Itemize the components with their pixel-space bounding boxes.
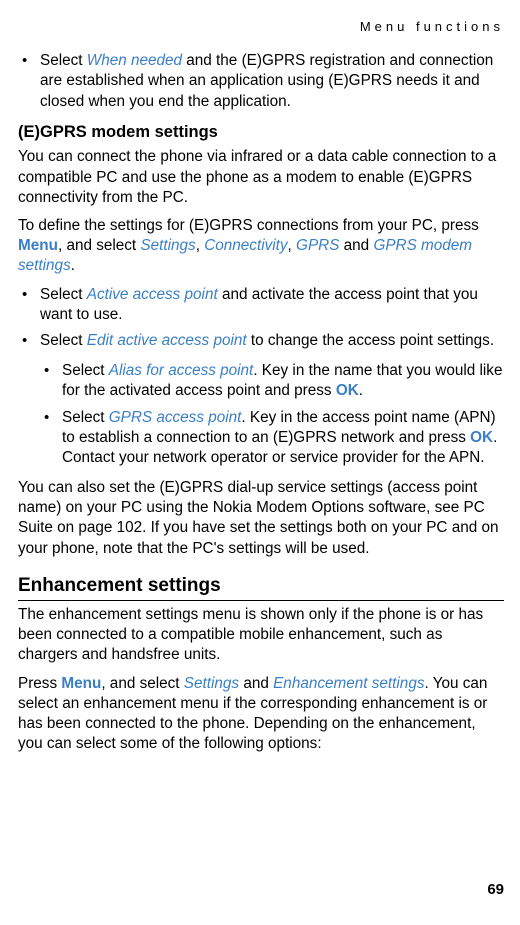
list-item: Select When needed and the (E)GPRS regis… <box>18 51 504 112</box>
link-edit-active-access-point: Edit active access point <box>87 332 247 349</box>
ok-label: OK <box>470 429 493 446</box>
page-header: Menu functions <box>18 18 504 35</box>
link-active-access-point: Active access point <box>87 286 218 303</box>
link-gprs: GPRS <box>296 237 339 254</box>
text: Select <box>40 286 83 303</box>
paragraph: You can connect the phone via infrared o… <box>18 147 504 208</box>
text: To define the settings for (E)GPRS conne… <box>18 217 479 234</box>
bullet-list-nested: Select Alias for access point. Key in th… <box>18 361 504 468</box>
paragraph: The enhancement settings menu is shown o… <box>18 605 504 666</box>
paragraph: Press Menu, and select Settings and Enha… <box>18 674 504 755</box>
paragraph: To define the settings for (E)GPRS conne… <box>18 216 504 277</box>
ok-label: OK <box>336 382 359 399</box>
text: , <box>196 237 205 254</box>
list-item: Select Alias for access point. Key in th… <box>40 361 504 401</box>
link-enhancement-settings: Enhancement settings <box>273 675 424 692</box>
text: Select <box>62 362 105 379</box>
bullet-list-access-point: Select Active access point and activate … <box>18 285 504 352</box>
text: , <box>288 237 297 254</box>
text: Select <box>62 409 105 426</box>
text: . <box>71 257 75 274</box>
text: Select <box>40 52 83 69</box>
text: , and select <box>58 237 140 254</box>
link-alias-access-point: Alias for access point <box>109 362 254 379</box>
link-settings: Settings <box>184 675 239 692</box>
section-modem-settings: (E)GPRS modem settings <box>18 122 504 144</box>
link-connectivity: Connectivity <box>204 237 287 254</box>
bullet-list-when-needed: Select When needed and the (E)GPRS regis… <box>18 51 504 112</box>
text: and <box>339 237 373 254</box>
menu-label: Menu <box>18 237 58 254</box>
text: to change the access point settings. <box>247 332 494 349</box>
link-when-needed: When needed <box>87 52 182 69</box>
list-item: Select GPRS access point. Key in the acc… <box>40 408 504 469</box>
section-enhancement-settings: Enhancement settings <box>18 573 504 601</box>
text: Select <box>40 332 83 349</box>
text: and <box>239 675 273 692</box>
text: , and select <box>101 675 183 692</box>
list-item: Select Active access point and activate … <box>18 285 504 325</box>
text: Press <box>18 675 61 692</box>
link-gprs-access-point: GPRS access point <box>109 409 242 426</box>
page-number: 69 <box>18 880 504 900</box>
link-settings: Settings <box>140 237 195 254</box>
menu-label: Menu <box>61 675 101 692</box>
paragraph: You can also set the (E)GPRS dial-up ser… <box>18 478 504 559</box>
list-item: Select Edit active access point to chang… <box>18 331 504 351</box>
text: . <box>359 382 363 399</box>
